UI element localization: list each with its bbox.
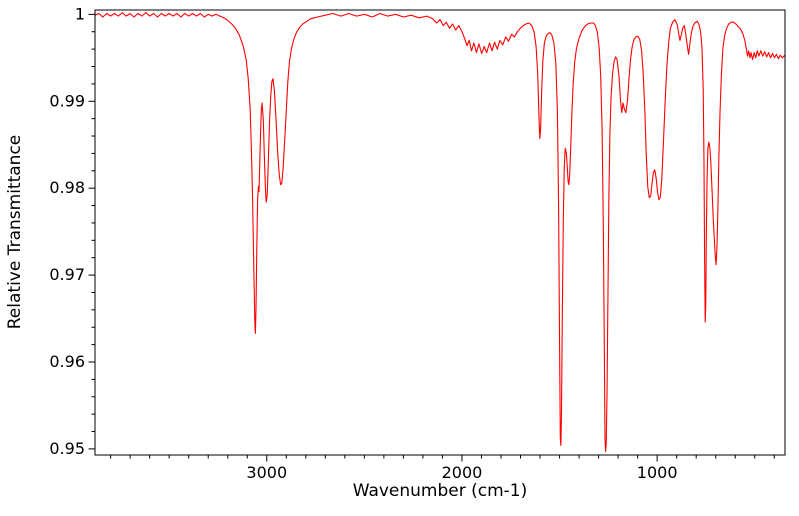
x-tick-label: 3000: [246, 463, 287, 482]
y-tick-label: 0.97: [49, 265, 85, 284]
y-tick-label: 0.96: [49, 352, 85, 371]
y-tick-label: 0.98: [49, 178, 85, 197]
x-tick-label: 1000: [637, 463, 678, 482]
x-tick-label: 2000: [442, 463, 483, 482]
x-axis-label: Wavenumber (cm-1): [353, 481, 528, 501]
spectrum-line: [94, 12, 786, 453]
y-axis-label: Relative Transmittance: [5, 135, 25, 330]
y-tick-label: 0.99: [49, 91, 85, 110]
y-tick-label: 0.95: [49, 439, 85, 458]
y-tick-label: 1: [75, 4, 85, 23]
plot-frame: [94, 9, 786, 456]
